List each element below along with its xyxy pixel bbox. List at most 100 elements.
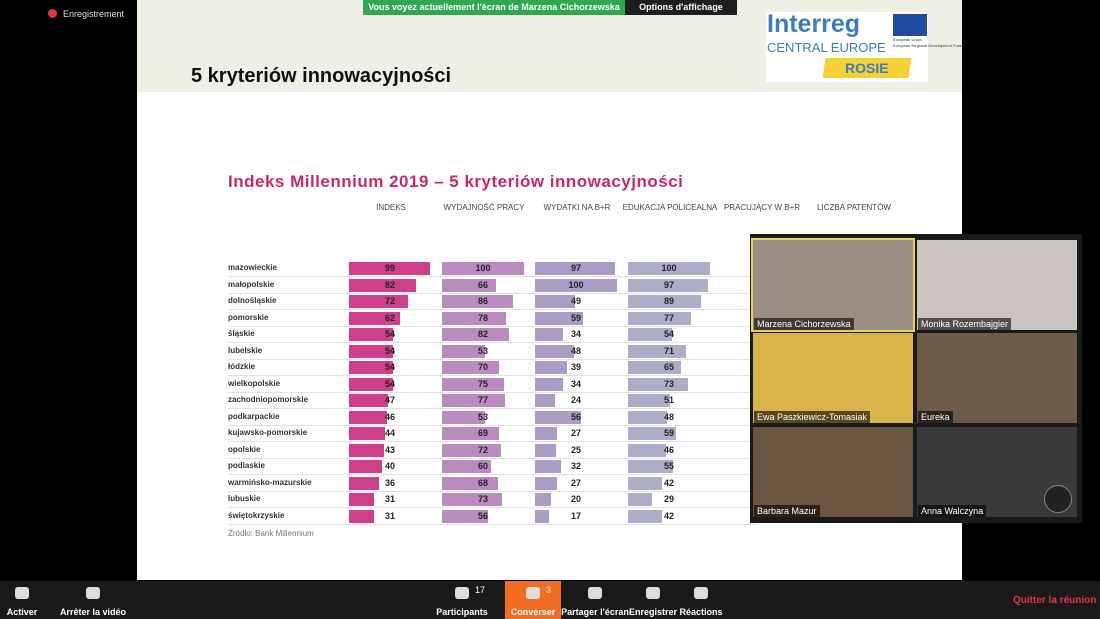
bar-value: 86 [477,296,488,306]
row-divider [228,342,758,343]
bar [628,262,710,275]
bar [628,476,663,490]
reactions-button-icon[interactable] [694,587,708,599]
bar-value: 97 [663,279,674,290]
eu-line1: European Union [893,37,922,42]
video-tile[interactable] [917,240,1077,330]
leave-button[interactable]: Quitter la réunion [1013,595,1097,606]
bar-value: 51 [663,395,674,405]
column-header: WYDAJNOŚĆ PRACY [443,203,525,212]
column-header: WYDATKI NA B+R [543,203,611,212]
bar-value: 75 [477,378,488,389]
next-page[interactable] [1044,485,1072,513]
recording-label: Enregistrement [63,9,125,19]
bar-value: 56 [570,411,581,422]
row-divider [228,375,758,376]
row-divider [228,391,758,393]
bar-value: 59 [663,428,674,438]
bar-value: 78 [477,312,488,323]
bar-value: 82 [384,279,395,290]
bar [442,295,513,308]
chart-source: Źródło: Bank Millennium [228,529,314,538]
bar [535,311,584,325]
record-button[interactable]: Enregistrer [628,607,678,617]
region-label: opolskie [228,444,261,454]
bar-value: 70 [477,362,488,372]
chart-title: Indeks Millennium 2019 – 5 kryteriów inn… [228,172,684,191]
row-divider [228,309,758,310]
banner: Vous voyez actuellement l'écran de Marze… [363,0,625,15]
bar-value: 89 [663,296,674,306]
chat-button-icon[interactable] [526,587,540,599]
bar-value: 32 [570,461,581,471]
bar [349,443,385,457]
bar [535,344,575,358]
video-tile[interactable] [753,333,913,423]
bar [349,344,394,358]
video-button-icon[interactable] [86,587,100,599]
bar [628,493,652,506]
mute-button[interactable]: Activer [6,607,38,617]
mute-button-icon[interactable] [15,587,29,599]
share-button[interactable]: Partager l'écran [561,607,629,617]
row-divider [228,408,758,409]
bar [349,377,394,391]
bar [535,262,615,275]
bar [349,509,375,523]
bar-value: 42 [663,477,674,488]
bar [349,427,386,440]
bar-value: 44 [384,428,395,438]
bar-value: 59 [570,312,581,323]
bar [628,427,677,440]
bar-value: 66 [477,279,488,290]
bar [535,410,581,424]
logo-project: ROSIE [845,60,889,76]
view-options[interactable]: Options d'affichage [625,0,737,15]
region-label: pomorskie [228,312,269,322]
share-button-icon[interactable] [588,587,602,599]
column-header: INDEKS [376,203,406,212]
region-label: lubelskie [228,345,263,355]
record-button-icon[interactable] [646,587,660,599]
bar-value: 99 [384,263,395,273]
row-divider [228,276,758,277]
bar-value: 31 [384,494,395,504]
video-button[interactable]: Arrêter la vidéo [59,607,127,617]
bar-value: 100 [661,263,677,273]
bar-value: 47 [384,395,395,405]
video-tile[interactable] [917,333,1077,423]
participants-button[interactable]: Participants [436,607,488,617]
bar-value: 49 [570,296,581,306]
bar-value: 100 [568,279,584,290]
participant-name: Ewa Paszkiewicz-Tomasiak [754,411,871,423]
bar [349,493,375,506]
bar [349,311,400,325]
row-divider [228,441,758,442]
bar [442,460,492,473]
bar [349,460,382,473]
participants-button-icon[interactable] [455,587,469,599]
participant-name: Monika Rozembajgier [918,318,1012,330]
bar [628,394,670,407]
bar [349,361,394,374]
region-label: mazowieckie [228,263,277,272]
bar-value: 54 [384,362,395,372]
reactions-button[interactable]: Réactions [679,607,723,617]
region-label: zachodniopomorskie [228,395,309,404]
bar-value: 46 [663,444,674,455]
video-tile[interactable] [751,238,915,332]
bar [628,361,682,374]
bar-value: 72 [477,444,488,455]
chat-button[interactable]: Converser [510,607,556,617]
region-label: łódzkie [228,362,256,371]
bar-value: 31 [384,510,395,521]
bar-value: 42 [663,510,674,521]
bar [349,295,409,308]
bar-value: 27 [570,477,581,488]
bar-value: 40 [384,461,395,471]
row-divider [228,507,758,508]
bar [349,410,387,424]
video-tile[interactable] [753,427,913,517]
row-divider [228,424,758,426]
eu-line2: European Regional Development Fund [893,43,963,48]
